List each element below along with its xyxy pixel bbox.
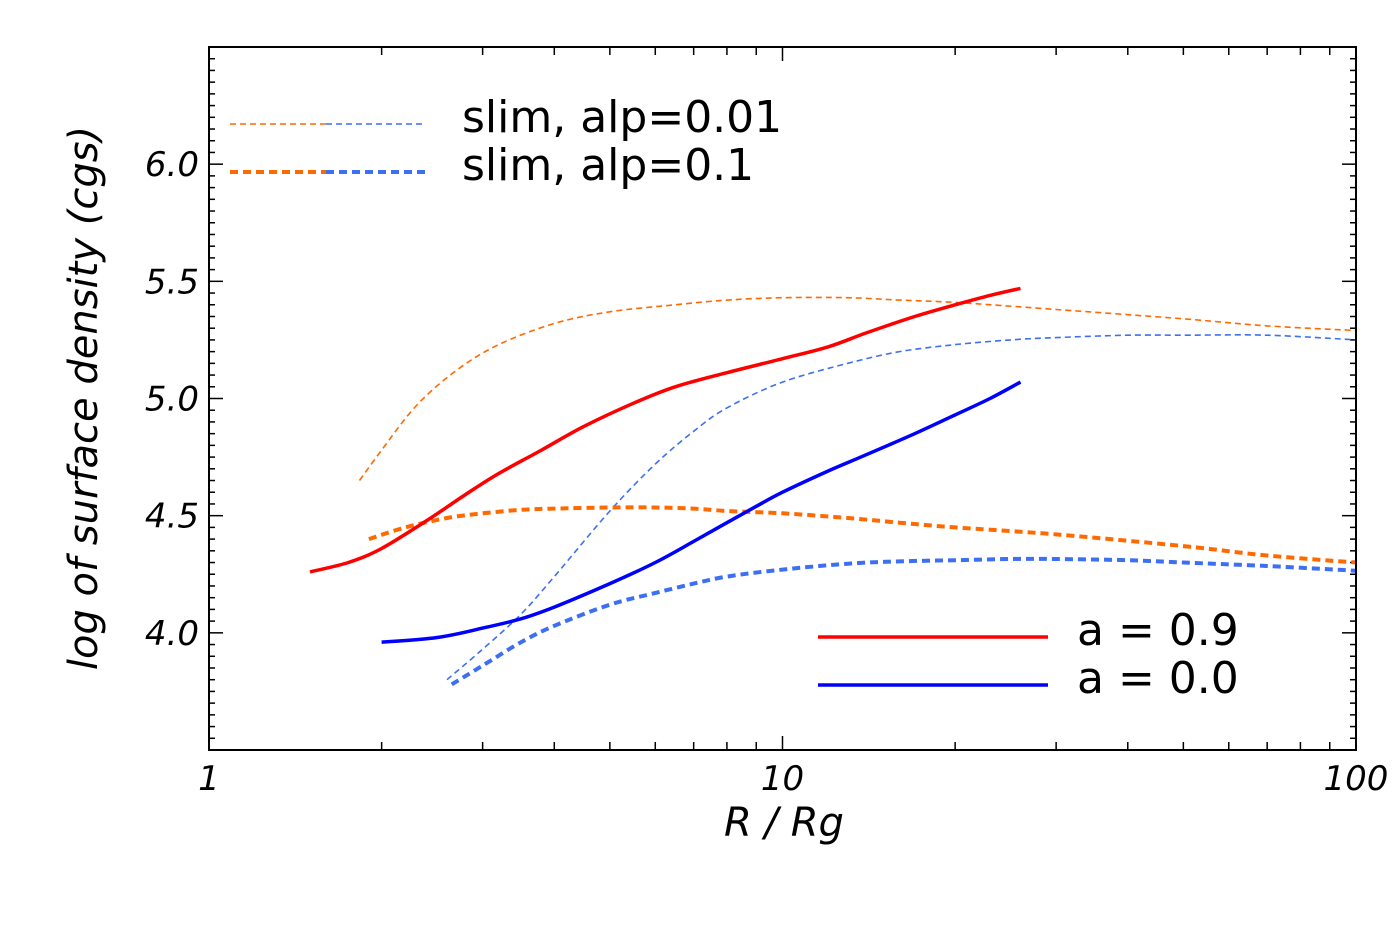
series-layer: [309, 286, 1357, 687]
series-line-slim-alp-0-01-a-0-9: [358, 296, 1357, 481]
series-line-a-0-9: [309, 286, 1021, 574]
y-tick-label: 4.0: [145, 614, 199, 654]
series-line-slim-alp-0-1-a-0-0: [450, 556, 1357, 687]
y-tick-label: 6.0: [145, 145, 199, 185]
series-line-slim-alp-0-01-a-0-0: [446, 334, 1357, 681]
tick-labels-layer: 1 10 100 4.0 4.5 5.0 5.5 6.0: [145, 145, 1389, 799]
legend-bottom-label-a09: a = 0.9: [1077, 605, 1239, 656]
y-tick-label: 5.0: [145, 380, 199, 420]
series-line-a-0-0: [381, 380, 1022, 644]
plot-frame: [208, 46, 1357, 751]
y-tick-label: 5.5: [145, 262, 199, 302]
x-tick-label: 10: [761, 759, 804, 799]
x-axis-title: R / Rg: [724, 800, 844, 846]
x-tick-label: 1: [198, 759, 220, 799]
y-tick-label: 4.5: [145, 497, 199, 537]
y-axis-title: log of surface density (cgs): [61, 126, 107, 670]
legend-bottom: a = 0.9 a = 0.0: [818, 605, 1239, 704]
series-line-slim-alp-0-1-a-0-9: [368, 505, 1357, 565]
legend-bottom-label-a00: a = 0.0: [1077, 653, 1239, 704]
legend-top-label-1: slim, alp=0.01: [462, 92, 782, 143]
legend-top: slim, alp=0.01 slim, alp=0.1: [230, 92, 782, 191]
x-tick-label: 100: [1324, 759, 1389, 799]
legend-top-label-2: slim, alp=0.1: [462, 140, 754, 191]
